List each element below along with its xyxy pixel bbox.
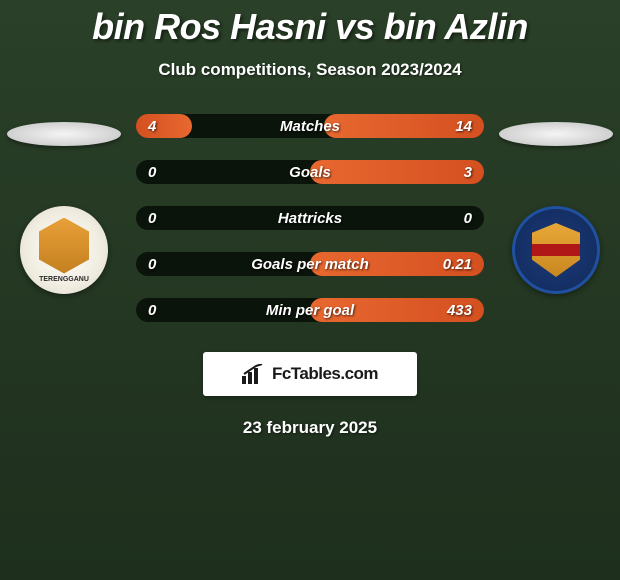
stat-label: Min per goal [266, 302, 354, 319]
brand-box: FcTables.com [203, 352, 417, 396]
stat-bar-hattricks: 0 Hattricks 0 [136, 206, 484, 230]
player-right-avatar [499, 122, 613, 146]
page-subtitle: Club competitions, Season 2023/2024 [0, 60, 620, 80]
stat-left-value: 0 [148, 210, 156, 227]
stat-label: Goals [289, 164, 331, 181]
stat-bar-goals-per-match: 0 Goals per match 0.21 [136, 252, 484, 276]
player-left-avatar [7, 122, 121, 146]
stat-fill-right [310, 160, 484, 184]
stat-right-value: 433 [447, 302, 472, 319]
stat-label: Matches [280, 118, 340, 135]
stat-right-value: 0 [464, 210, 472, 227]
club-badge-left: TERENGGANU [20, 206, 108, 294]
stat-right-value: 3 [464, 164, 472, 181]
stat-bar-matches: 4 Matches 14 [136, 114, 484, 138]
stat-left-value: 0 [148, 164, 156, 181]
right-player-column [496, 122, 616, 294]
shield-icon [532, 223, 580, 277]
stat-left-value: 4 [148, 118, 156, 135]
club-badge-right [512, 206, 600, 294]
stat-right-value: 0.21 [443, 256, 472, 273]
badge-stripe [532, 244, 580, 256]
stat-left-value: 0 [148, 302, 156, 319]
stat-left-value: 0 [148, 256, 156, 273]
stat-bar-goals: 0 Goals 3 [136, 160, 484, 184]
stat-right-value: 14 [455, 118, 472, 135]
stat-bar-min-per-goal: 0 Min per goal 433 [136, 298, 484, 322]
brand-text: FcTables.com [272, 364, 378, 384]
stat-label: Hattricks [278, 210, 342, 227]
main-row: TERENGGANU 4 Matches 14 0 Goals 3 [0, 122, 620, 322]
shield-icon [39, 218, 89, 274]
left-player-column: TERENGGANU [4, 122, 124, 294]
stats-column: 4 Matches 14 0 Goals 3 0 Hattricks 0 [136, 114, 484, 322]
footer-date: 23 february 2025 [0, 418, 620, 438]
stat-fill-left [136, 114, 192, 138]
infographic-container: bin Ros Hasni vs bin Azlin Club competit… [0, 0, 620, 438]
stat-label: Goals per match [251, 256, 369, 273]
badge-left-text: TERENGGANU [39, 276, 89, 283]
page-title: bin Ros Hasni vs bin Azlin [0, 6, 620, 48]
chart-icon [242, 364, 264, 384]
